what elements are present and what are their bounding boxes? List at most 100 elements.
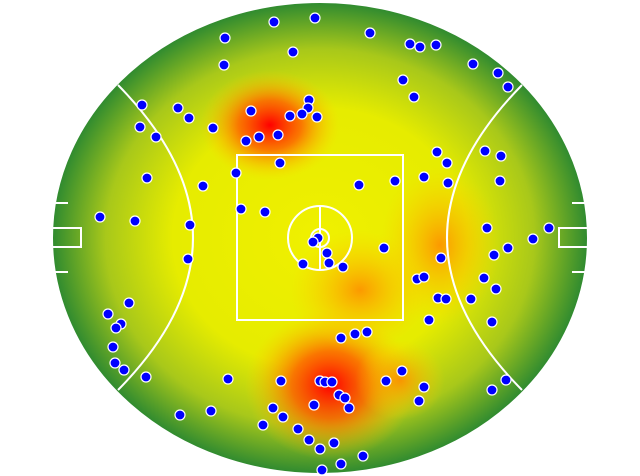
point	[465, 293, 477, 305]
point	[314, 443, 326, 455]
point	[141, 172, 153, 184]
point	[197, 180, 209, 192]
point	[205, 405, 217, 417]
point	[230, 167, 242, 179]
point	[502, 81, 514, 93]
point	[268, 16, 280, 28]
point	[500, 374, 512, 386]
point	[207, 122, 219, 134]
point	[361, 326, 373, 338]
point	[389, 175, 401, 187]
point	[235, 203, 247, 215]
point	[335, 332, 347, 344]
point	[431, 146, 443, 158]
point	[335, 458, 347, 470]
point	[183, 112, 195, 124]
point	[486, 316, 498, 328]
point	[272, 129, 284, 141]
point	[107, 341, 119, 353]
point	[380, 375, 392, 387]
point	[136, 99, 148, 111]
point	[527, 233, 539, 245]
point	[435, 252, 447, 264]
point	[418, 171, 430, 183]
point	[339, 392, 351, 404]
point	[495, 150, 507, 162]
point	[337, 261, 349, 273]
point	[479, 145, 491, 157]
point	[129, 215, 141, 227]
point	[397, 74, 409, 86]
point	[182, 253, 194, 265]
heat-blob	[355, 340, 445, 420]
point	[408, 91, 420, 103]
point	[441, 157, 453, 169]
point	[172, 102, 184, 114]
point	[378, 242, 390, 254]
point	[494, 175, 506, 187]
point	[292, 423, 304, 435]
point	[219, 32, 231, 44]
point	[328, 437, 340, 449]
point	[311, 111, 323, 123]
point	[349, 328, 361, 340]
point	[423, 314, 435, 326]
point	[184, 219, 196, 231]
point	[303, 434, 315, 446]
point	[257, 419, 269, 431]
point	[222, 373, 234, 385]
point	[307, 236, 319, 248]
point	[275, 375, 287, 387]
point	[118, 364, 130, 376]
point	[488, 249, 500, 261]
point	[357, 450, 369, 462]
point	[316, 464, 328, 476]
point	[253, 131, 265, 143]
point	[440, 293, 452, 305]
point	[404, 38, 416, 50]
point	[326, 376, 338, 388]
point	[309, 12, 321, 24]
point	[109, 357, 121, 369]
point	[418, 381, 430, 393]
point	[321, 247, 333, 259]
point	[218, 59, 230, 71]
heat-blob	[200, 70, 340, 180]
point	[396, 365, 408, 377]
point	[277, 411, 289, 423]
point	[467, 58, 479, 70]
point	[430, 39, 442, 51]
point	[364, 27, 376, 39]
point	[94, 211, 106, 223]
point	[150, 131, 162, 143]
point	[413, 395, 425, 407]
point	[245, 105, 257, 117]
point	[481, 222, 493, 234]
point	[414, 41, 426, 53]
point	[308, 399, 320, 411]
point	[259, 206, 271, 218]
point	[418, 271, 430, 283]
point	[284, 110, 296, 122]
point	[543, 222, 555, 234]
point	[492, 67, 504, 79]
point	[343, 402, 355, 414]
point	[486, 384, 498, 396]
point	[502, 242, 514, 254]
point	[134, 121, 146, 133]
point	[240, 135, 252, 147]
point	[296, 108, 308, 120]
point	[274, 157, 286, 169]
point	[267, 402, 279, 414]
point	[353, 179, 365, 191]
point	[442, 177, 454, 189]
point	[323, 257, 335, 269]
point	[174, 409, 186, 421]
point	[297, 258, 309, 270]
point	[110, 322, 122, 334]
point	[140, 371, 152, 383]
point	[287, 46, 299, 58]
point	[490, 283, 502, 295]
